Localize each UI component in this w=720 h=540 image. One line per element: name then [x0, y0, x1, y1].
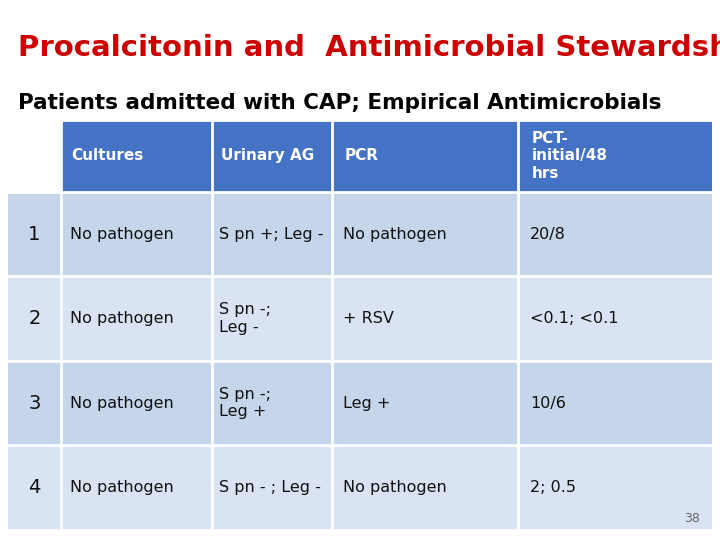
Bar — [8, 192, 60, 276]
Text: 3: 3 — [28, 394, 40, 413]
Bar — [518, 120, 712, 192]
Bar — [60, 361, 212, 446]
Bar — [518, 361, 712, 446]
Bar — [332, 361, 518, 446]
Text: 38: 38 — [684, 512, 700, 525]
Text: + RSV: + RSV — [343, 311, 394, 326]
Bar — [60, 446, 212, 530]
Bar — [518, 192, 712, 276]
Text: 20/8: 20/8 — [530, 227, 566, 241]
Bar — [8, 361, 60, 446]
Bar — [212, 192, 332, 276]
Text: 2: 2 — [28, 309, 40, 328]
Bar — [212, 446, 332, 530]
Text: PCT-
initial/48
hrs: PCT- initial/48 hrs — [532, 131, 608, 181]
Bar — [8, 120, 60, 192]
Text: Cultures: Cultures — [71, 148, 144, 164]
Bar — [60, 276, 212, 361]
Bar — [212, 276, 332, 361]
Text: S pn -;
Leg +: S pn -; Leg + — [220, 387, 271, 420]
Bar — [518, 276, 712, 361]
Text: S pn +; Leg -: S pn +; Leg - — [220, 227, 324, 241]
Bar — [332, 192, 518, 276]
Bar — [8, 276, 60, 361]
Text: S pn - ; Leg -: S pn - ; Leg - — [220, 480, 321, 495]
Text: No pathogen: No pathogen — [70, 480, 174, 495]
Text: No pathogen: No pathogen — [343, 227, 447, 241]
Text: No pathogen: No pathogen — [343, 480, 447, 495]
Bar — [212, 120, 332, 192]
Bar — [8, 446, 60, 530]
Text: Patients admitted with CAP; Empirical Antimicrobials: Patients admitted with CAP; Empirical An… — [18, 93, 662, 113]
Text: S pn -;
Leg -: S pn -; Leg - — [220, 302, 271, 335]
Text: 1: 1 — [28, 225, 40, 244]
Text: 4: 4 — [28, 478, 40, 497]
Text: PCR: PCR — [345, 148, 379, 164]
Text: Procalcitonin and  Antimicrobial Stewardship: Procalcitonin and Antimicrobial Stewards… — [18, 34, 720, 62]
Text: 10/6: 10/6 — [530, 396, 566, 410]
Bar — [60, 120, 212, 192]
Bar — [332, 446, 518, 530]
Bar — [212, 361, 332, 446]
Text: <0.1; <0.1: <0.1; <0.1 — [530, 311, 618, 326]
Bar — [518, 446, 712, 530]
Bar — [332, 120, 518, 192]
Text: No pathogen: No pathogen — [70, 227, 174, 241]
Text: No pathogen: No pathogen — [70, 311, 174, 326]
Bar — [60, 192, 212, 276]
Bar — [332, 276, 518, 361]
Text: No pathogen: No pathogen — [70, 396, 174, 410]
Text: 2; 0.5: 2; 0.5 — [530, 480, 576, 495]
Text: Urinary AG: Urinary AG — [220, 148, 314, 164]
Text: Leg +: Leg + — [343, 396, 390, 410]
